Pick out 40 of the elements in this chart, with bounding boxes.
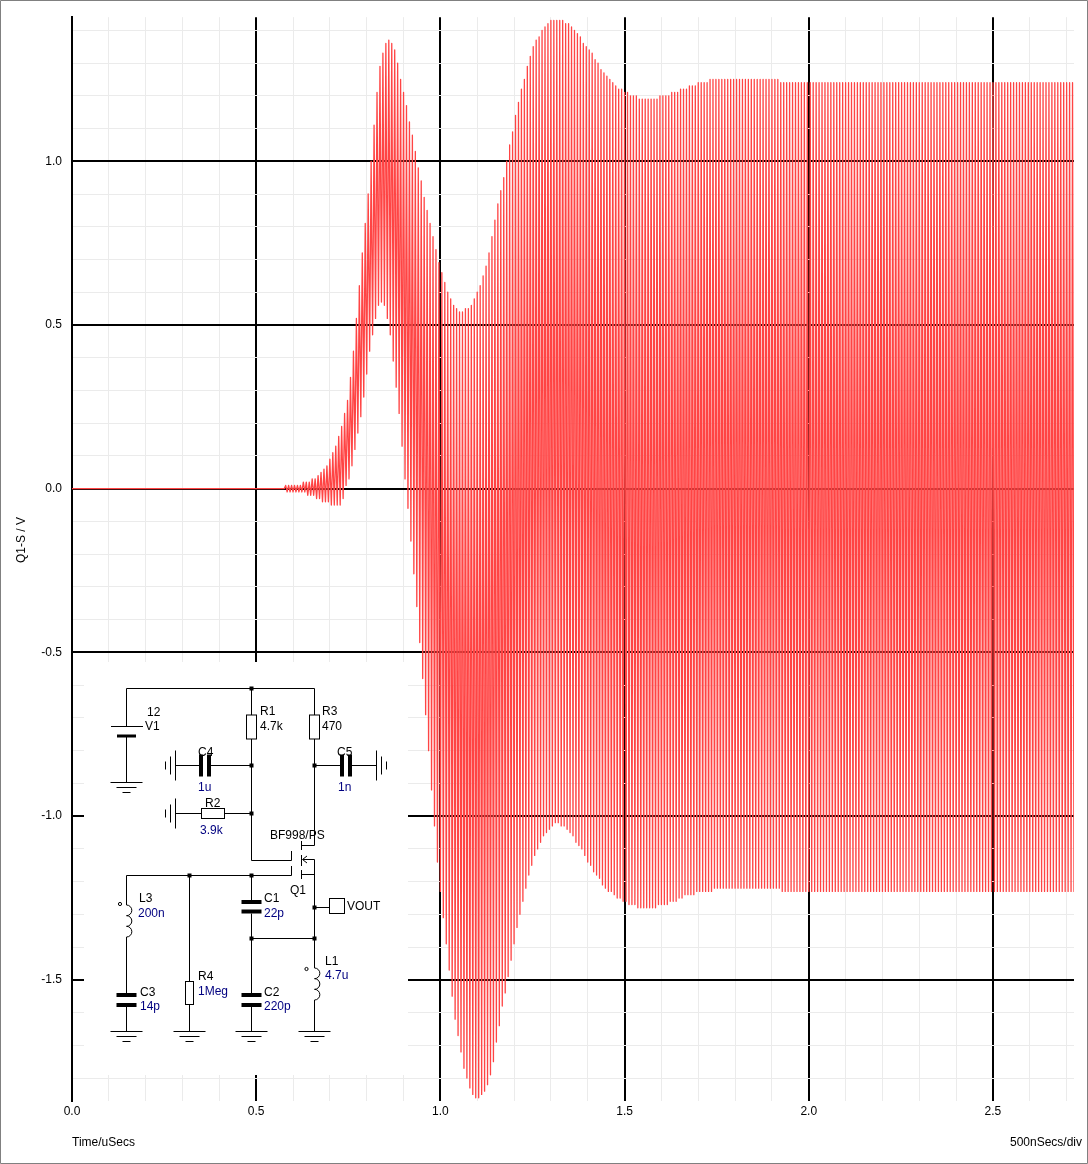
annotation: 4.7u [325, 968, 349, 982]
annotation: 1n [338, 780, 352, 794]
annotation: C4 [198, 744, 214, 759]
y-tick-label: -0.5 [41, 644, 63, 659]
annotation: 14p [140, 999, 161, 1013]
x-tick-label: 1.5 [616, 1103, 634, 1118]
annotation: C1 [264, 890, 280, 905]
annotation: 4.7k [260, 719, 284, 733]
x-axis-title: Time/uSecs [72, 1135, 135, 1150]
y-tick-label: 0.5 [45, 317, 63, 332]
annotation: VOUT [347, 899, 381, 913]
annotation: R2 [205, 795, 221, 810]
annotation: 470 [322, 719, 343, 733]
x-tick-label: 1.0 [432, 1103, 450, 1118]
annotation: C2 [264, 985, 280, 999]
annotation: R3 [322, 704, 338, 718]
x-tick-label: 2.5 [984, 1103, 1002, 1118]
annotation: C3 [140, 985, 156, 999]
x-tick-label: 0.5 [247, 1103, 265, 1118]
y-tick-label: -1.5 [41, 972, 63, 987]
annotation: 1u [198, 780, 212, 794]
annotation: 1Meg [198, 984, 229, 998]
annotation: 12 [147, 704, 161, 719]
annotation: V1 [145, 719, 160, 733]
y-tick-label: 1.0 [45, 153, 63, 168]
annotation: Q1 [290, 883, 307, 897]
y-tick-label: -1.0 [41, 808, 63, 823]
text: 500nSecs/div [1009, 1135, 1082, 1150]
annotation: 200n [138, 905, 165, 920]
annotation: 3.9k [200, 822, 224, 837]
y-tick-label: 0.0 [45, 481, 63, 496]
annotation: 220p [264, 999, 292, 1013]
x-tick-label: 2.0 [800, 1103, 818, 1118]
y-axis-title: Q1-S / V [14, 516, 29, 564]
annotation: L1 [325, 954, 339, 968]
annotation: R1 [260, 704, 276, 718]
annotation: L3 [139, 890, 153, 905]
x-tick-label: 0.0 [63, 1103, 81, 1118]
annotation: 22p [264, 905, 285, 920]
annotation: R4 [198, 969, 214, 983]
